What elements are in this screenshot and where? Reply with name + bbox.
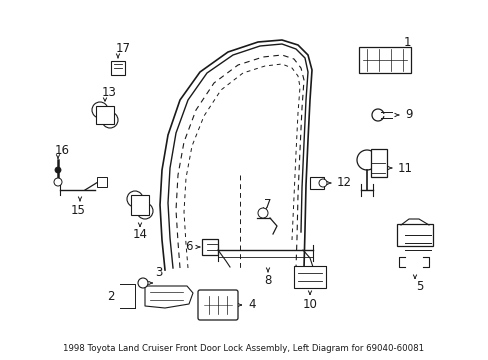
Circle shape: [55, 167, 61, 173]
Text: 6: 6: [185, 240, 193, 253]
Text: 1: 1: [403, 36, 410, 49]
Circle shape: [138, 278, 148, 288]
Circle shape: [92, 102, 108, 118]
Text: 14: 14: [132, 229, 147, 242]
Text: 15: 15: [70, 203, 85, 216]
Bar: [309, 177, 324, 189]
Circle shape: [356, 150, 376, 170]
Text: 10: 10: [302, 297, 317, 310]
Circle shape: [54, 178, 62, 186]
Text: 13: 13: [102, 86, 116, 99]
Bar: [293, 266, 325, 288]
Circle shape: [127, 191, 142, 207]
Bar: [97, 177, 107, 187]
Circle shape: [318, 179, 326, 187]
Circle shape: [258, 208, 267, 218]
Bar: [396, 224, 432, 246]
FancyBboxPatch shape: [198, 290, 238, 320]
Text: 12: 12: [336, 176, 351, 189]
Circle shape: [137, 203, 153, 219]
Text: 5: 5: [415, 280, 423, 293]
Text: 17: 17: [115, 41, 130, 54]
Bar: [131, 195, 149, 215]
Text: 8: 8: [264, 274, 271, 288]
Text: 4: 4: [247, 298, 255, 311]
Text: 9: 9: [404, 108, 412, 122]
Bar: [202, 239, 218, 255]
Text: 1998 Toyota Land Cruiser Front Door Lock Assembly, Left Diagram for 69040-60081: 1998 Toyota Land Cruiser Front Door Lock…: [63, 344, 424, 353]
Text: 7: 7: [264, 198, 271, 211]
Bar: [358, 47, 410, 73]
Circle shape: [102, 112, 118, 128]
Bar: [111, 61, 125, 75]
Text: 16: 16: [54, 144, 69, 157]
Bar: [370, 149, 386, 177]
Text: 11: 11: [397, 162, 412, 175]
Text: 2: 2: [107, 289, 115, 302]
Bar: [96, 106, 114, 124]
Text: 3: 3: [155, 266, 162, 279]
